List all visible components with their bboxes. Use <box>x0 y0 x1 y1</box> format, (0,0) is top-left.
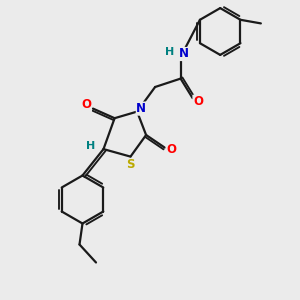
Text: H: H <box>86 141 95 151</box>
Text: O: O <box>166 142 176 156</box>
Text: N: N <box>136 102 146 115</box>
Text: N: N <box>178 47 189 61</box>
Text: H: H <box>165 47 174 58</box>
Text: O: O <box>193 95 203 108</box>
Text: S: S <box>126 158 135 172</box>
Text: O: O <box>81 98 92 112</box>
